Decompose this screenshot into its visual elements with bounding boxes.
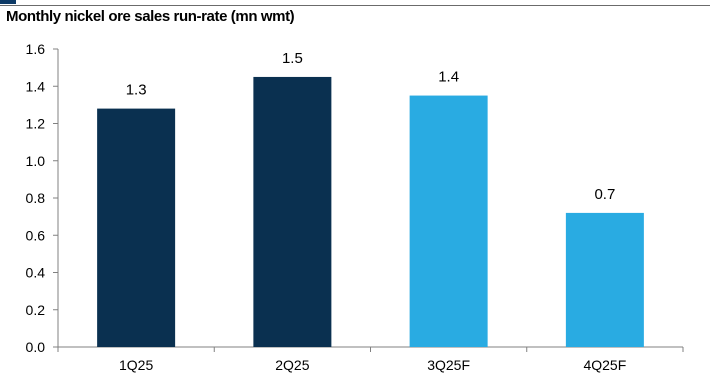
y-tick-label: 0.8 xyxy=(26,190,46,206)
x-tick-label: 1Q25 xyxy=(119,357,153,373)
data-label: 0.7 xyxy=(594,186,615,203)
y-tick-label: 1.6 xyxy=(26,41,46,57)
bar-3q25f xyxy=(409,95,488,347)
y-tick-label: 1.4 xyxy=(26,78,46,94)
data-label: 1.4 xyxy=(438,69,459,86)
x-tick-label: 2Q25 xyxy=(275,357,309,373)
y-tick-label: 0.0 xyxy=(26,339,46,355)
data-label: 1.3 xyxy=(126,82,147,99)
bar-4q25f xyxy=(565,212,644,347)
header-accent-bar xyxy=(0,0,16,4)
x-tick-label: 3Q25F xyxy=(427,357,470,373)
y-tick-label: 1.0 xyxy=(26,153,46,169)
y-tick-label: 0.6 xyxy=(26,227,46,243)
x-tick-label: 4Q25F xyxy=(583,357,626,373)
bar-2q25 xyxy=(253,76,332,347)
y-tick-label: 1.2 xyxy=(26,116,46,132)
data-label: 1.5 xyxy=(282,50,303,67)
y-tick-label: 0.4 xyxy=(26,265,46,281)
bar-1q25 xyxy=(97,108,176,347)
header-rule xyxy=(0,5,710,6)
y-tick-label: 0.2 xyxy=(26,302,46,318)
chart-title: Monthly nickel ore sales run-rate (mn wm… xyxy=(6,8,295,25)
